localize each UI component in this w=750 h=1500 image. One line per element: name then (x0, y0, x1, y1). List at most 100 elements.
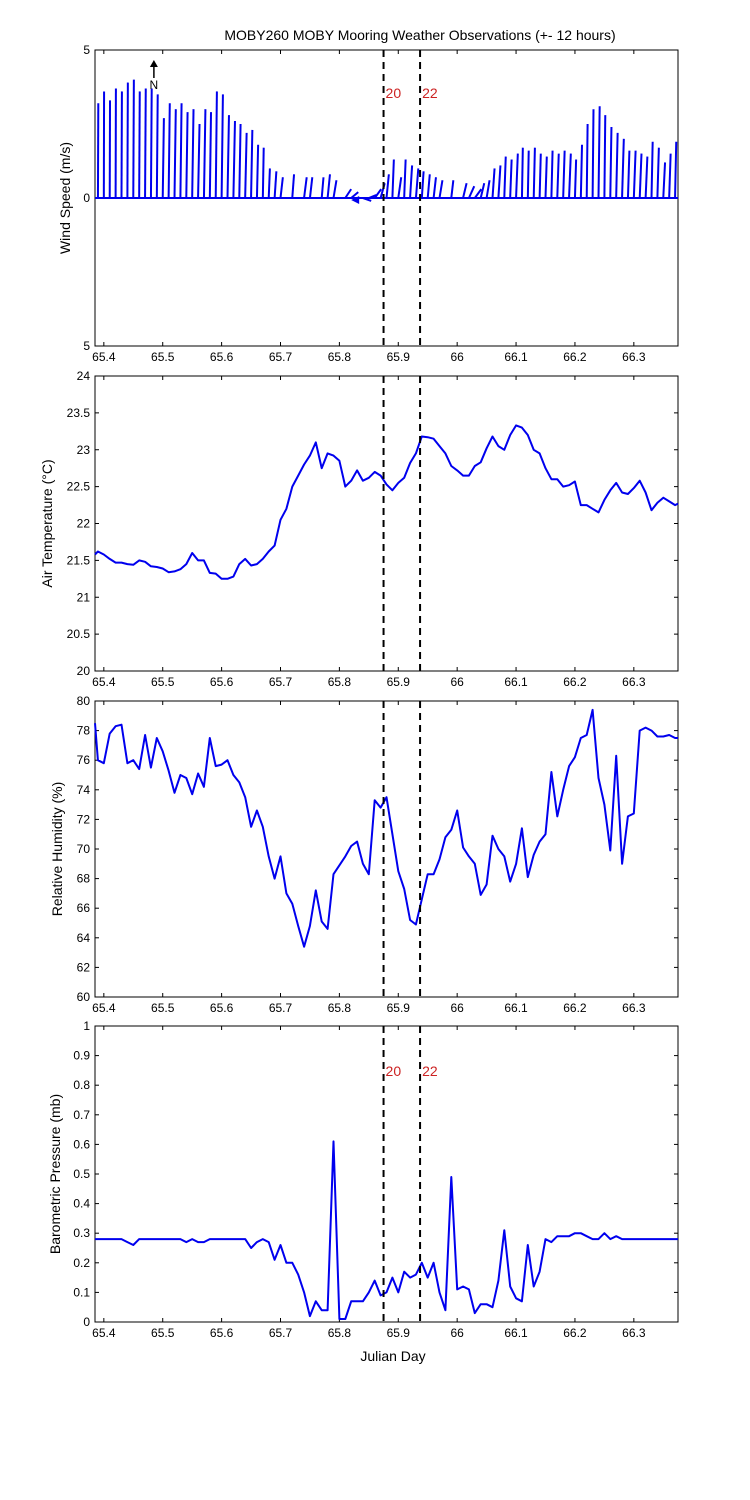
y-tick-label: 20.5 (67, 627, 91, 641)
wind-stick (615, 132, 619, 199)
wind-stick (550, 150, 554, 199)
wind-stick (267, 168, 271, 199)
wind-stick (638, 153, 643, 199)
x-tick-label: 66.1 (504, 675, 528, 689)
wind-stick (403, 159, 407, 199)
y-tick-label: 0.2 (73, 1256, 90, 1270)
wind-stick (573, 159, 578, 199)
wind-stick (250, 129, 254, 199)
y-tick-label: 80 (77, 694, 91, 708)
wind-stick (591, 109, 595, 199)
y-tick-label: 24 (77, 369, 91, 383)
y-axis-label: Air Temperature (°C) (39, 459, 55, 587)
wind-stick (373, 188, 383, 199)
y-tick-label: 0.7 (73, 1108, 90, 1122)
x-tick-label: 65.4 (92, 675, 116, 689)
y-tick-label: 23 (77, 443, 91, 457)
wind-stick (368, 194, 377, 199)
y-tick-label: 74 (77, 783, 91, 797)
plot-frame (94, 700, 679, 998)
vline-label: 22 (422, 85, 438, 101)
wind-stick (520, 147, 524, 199)
wind-stick (579, 144, 584, 199)
wind-stick (597, 106, 601, 199)
x-tick-label: 66.3 (622, 1001, 646, 1015)
y-tick-label: 23.5 (67, 406, 91, 420)
panels: 65.4 65.5 65.6 65.7 65.8 65.9 66 66.1 66.2 66.3 5 0… (39, 43, 679, 1340)
x-tick-label: 65.6 (210, 1326, 234, 1340)
y-axis-label: Relative Humidity (%) (49, 782, 65, 917)
series-line (95, 1140, 678, 1320)
wind-stick (167, 103, 171, 199)
x-tick-label: 65.5 (151, 675, 175, 689)
wind-stick (668, 153, 672, 199)
wind-stick (468, 185, 476, 199)
wind-stick (474, 188, 483, 199)
y-tick-label: 0.8 (73, 1078, 90, 1092)
wind-stick (544, 156, 548, 199)
wind-stick (397, 177, 403, 199)
wind-arrowhead (351, 196, 360, 204)
wind-stick (509, 159, 513, 199)
x-tick-label: 66.2 (563, 350, 587, 364)
y-tick-label: 62 (77, 960, 91, 974)
wind-stick (385, 174, 390, 199)
wind-stick (409, 165, 414, 199)
x-tick-label: 65.5 (151, 350, 175, 364)
wind-stick (621, 138, 625, 199)
wind-stick (344, 188, 353, 199)
x-tick-label: 66.3 (622, 350, 646, 364)
wind-stick (568, 153, 572, 199)
x-tick-label: 65.9 (387, 1326, 411, 1340)
x-tick-label: 65.6 (210, 675, 234, 689)
wind-stick (291, 174, 296, 199)
wind-stick (497, 165, 502, 199)
x-tick-label: 66.3 (622, 1326, 646, 1340)
series-line (94, 708, 678, 948)
x-axis-label: Julian Day (360, 1348, 425, 1364)
wind-stick (450, 180, 455, 199)
y-tick-label: 0.3 (73, 1226, 90, 1240)
y-tick-label: 60 (77, 990, 91, 1004)
wind-stick (232, 121, 236, 199)
wind-stick (173, 109, 177, 199)
wind-stick (238, 123, 242, 199)
wind-stick (208, 112, 213, 199)
y-tick-label: 64 (77, 931, 91, 945)
x-tick-label: 65.7 (269, 1001, 293, 1015)
vline-label: 20 (386, 85, 402, 101)
wind-stick (202, 109, 207, 199)
x-tick-label: 65.4 (92, 350, 116, 364)
x-tick-label: 66.2 (563, 675, 587, 689)
y-tick-label: 70 (77, 842, 91, 856)
x-tick-label: 66.3 (622, 675, 646, 689)
wind-stick (632, 150, 637, 199)
wind-stick (426, 174, 431, 199)
wind-stick (626, 150, 631, 199)
wind-stick (138, 91, 141, 199)
x-tick-label: 66 (450, 1326, 464, 1340)
wind-stick (197, 123, 201, 199)
x-tick-label: 66 (450, 350, 464, 364)
x-tick-label: 66.2 (563, 1326, 587, 1340)
wind-stick (261, 147, 265, 199)
x-tick-label: 65.8 (328, 350, 352, 364)
x-tick-label: 66.2 (563, 1001, 587, 1015)
x-tick-label: 66.1 (504, 350, 528, 364)
wind-stick (585, 123, 589, 199)
wind-stick (244, 132, 248, 199)
y-tick-label: 1 (83, 1019, 90, 1033)
wind-stick (179, 103, 183, 199)
wind-stick (149, 88, 153, 199)
y-tick-label: 5 (83, 339, 90, 353)
series-line (94, 424, 679, 580)
wind-stick (656, 147, 660, 199)
wind-stick (161, 118, 165, 199)
wind-stick (191, 109, 195, 199)
wind-stick (515, 153, 519, 199)
y-tick-label: 0 (83, 191, 90, 205)
plot-frame (94, 375, 679, 672)
x-tick-label: 65.9 (387, 350, 411, 364)
wind-stick (485, 180, 491, 199)
wind-stick (662, 162, 667, 199)
